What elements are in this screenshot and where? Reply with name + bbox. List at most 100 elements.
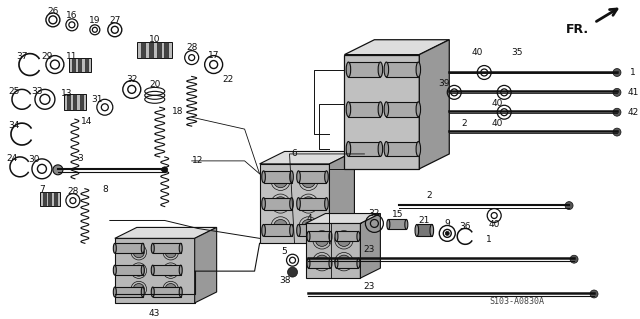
Bar [417,225,432,236]
Circle shape [613,108,621,116]
Text: 8: 8 [102,185,108,194]
Bar [149,42,153,58]
Ellipse shape [430,225,433,236]
Ellipse shape [384,142,388,156]
Ellipse shape [346,142,351,156]
Circle shape [337,255,351,268]
Bar [40,192,60,205]
Circle shape [165,284,176,295]
Text: FR.: FR. [566,23,589,36]
Bar [64,94,86,110]
Text: 42: 42 [627,108,639,117]
Text: 23: 23 [364,282,375,291]
Text: 3: 3 [77,154,83,163]
Ellipse shape [151,265,154,275]
Circle shape [274,197,287,211]
Circle shape [613,128,621,136]
Text: 40: 40 [492,119,503,128]
Text: 37: 37 [16,52,28,61]
Ellipse shape [416,142,420,156]
Circle shape [590,290,598,298]
Circle shape [570,255,578,263]
Ellipse shape [113,287,116,297]
Text: 15: 15 [392,210,403,219]
Text: 29: 29 [41,52,52,61]
Ellipse shape [141,243,144,253]
Bar [69,58,91,71]
Circle shape [316,233,328,246]
Ellipse shape [113,265,116,275]
Bar [84,58,88,71]
Text: 6: 6 [292,149,298,159]
Text: 10: 10 [149,35,161,44]
Bar [264,171,292,183]
Ellipse shape [297,225,300,236]
Circle shape [301,197,316,211]
Circle shape [274,174,287,188]
Polygon shape [330,152,355,243]
Bar [298,225,326,236]
Circle shape [133,265,145,276]
Bar [260,164,330,243]
Text: 28: 28 [186,43,197,52]
Bar [164,42,168,58]
Text: 23: 23 [364,245,375,254]
Ellipse shape [324,198,328,210]
Ellipse shape [387,219,390,229]
Text: 5: 5 [282,247,287,256]
Ellipse shape [329,231,332,241]
Text: 1: 1 [630,68,636,77]
Ellipse shape [324,225,328,236]
Bar [153,287,180,297]
Circle shape [613,88,621,96]
Text: 13: 13 [61,89,73,98]
Text: 27: 27 [109,16,120,25]
Ellipse shape [113,243,116,253]
Circle shape [53,165,63,175]
Text: 40: 40 [488,220,500,229]
Ellipse shape [262,171,266,183]
Bar [141,42,145,58]
Circle shape [613,69,621,77]
Ellipse shape [346,102,351,117]
Text: 24: 24 [6,154,18,163]
Ellipse shape [329,258,332,268]
Ellipse shape [415,225,419,236]
Bar [115,238,195,303]
Text: 36: 36 [460,222,471,231]
Bar [264,225,292,236]
Bar [348,102,380,117]
Circle shape [445,231,449,235]
Text: 26: 26 [47,7,59,16]
Bar [337,258,358,268]
Ellipse shape [307,258,310,268]
Text: 4: 4 [307,214,312,223]
Ellipse shape [335,231,338,241]
Bar [49,192,51,205]
Circle shape [301,174,316,188]
Ellipse shape [290,225,293,236]
Ellipse shape [384,62,388,77]
Bar [78,58,81,71]
Ellipse shape [141,287,144,297]
Circle shape [316,255,328,268]
Text: 19: 19 [89,16,100,25]
Ellipse shape [378,142,383,156]
Bar [54,192,57,205]
Text: 9: 9 [444,219,450,228]
Text: S103-A0830A: S103-A0830A [489,297,544,306]
Bar [348,62,380,77]
Ellipse shape [416,102,420,117]
Text: 43: 43 [149,309,161,318]
Text: 18: 18 [172,107,184,116]
Bar [305,223,360,278]
Text: 25: 25 [8,87,20,96]
Text: 12: 12 [192,156,204,165]
Text: 38: 38 [279,276,291,285]
Text: 17: 17 [208,51,220,60]
Bar [137,42,172,58]
Bar [348,142,380,156]
Bar [79,94,83,110]
Bar [298,198,326,210]
Ellipse shape [335,258,338,268]
